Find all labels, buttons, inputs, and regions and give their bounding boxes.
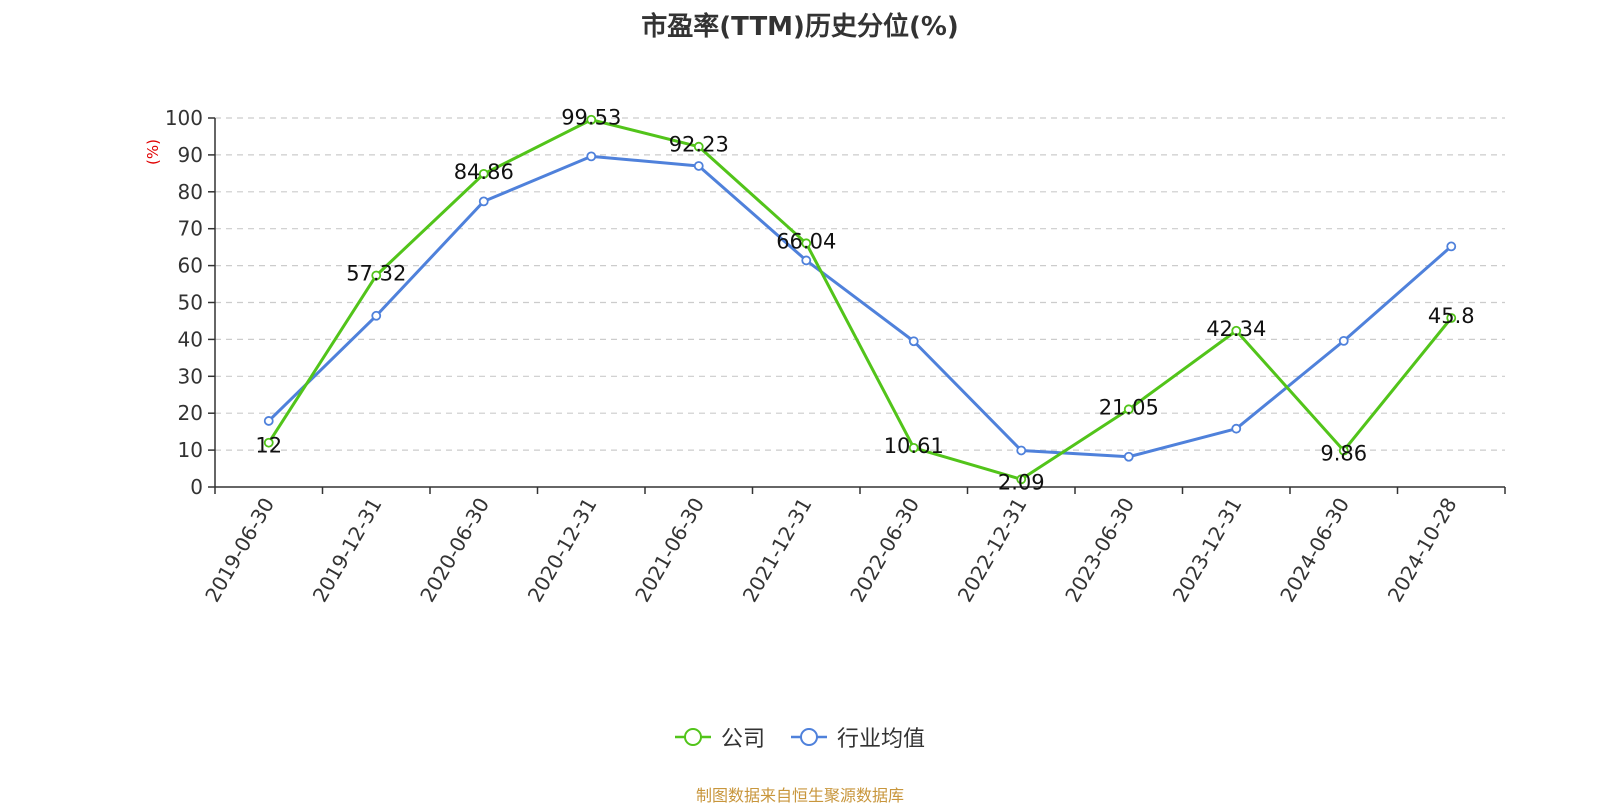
series-point-0	[371, 270, 382, 281]
series-point-1	[1123, 451, 1134, 462]
y-tick-label: 70	[178, 217, 203, 241]
series-point-1	[693, 161, 704, 171]
x-tick-label: 2019-12-31	[308, 494, 387, 607]
source-note: 制图数据来自恒生聚源数据库	[695, 786, 904, 805]
data-label: 42.34	[1206, 317, 1266, 341]
y-tick-label: 0	[190, 475, 203, 499]
chart-title: 市盈率(TTM)历史分位(%)	[641, 12, 959, 42]
legend-marker-company-icon	[674, 728, 711, 746]
series-point-1	[1338, 335, 1349, 346]
x-tick-label: 2023-06-30	[1060, 494, 1139, 607]
y-tick-label: 90	[178, 143, 203, 167]
series-point-0	[1123, 404, 1134, 415]
y-tick-label: 40	[178, 327, 203, 351]
grid-lines	[215, 117, 1505, 451]
legend-marker-industry-icon	[791, 728, 827, 746]
legend-item-company[interactable]: 公司	[674, 721, 765, 753]
x-axis: 2019-06-30 2019-12-31 2020-06-30 2020-12-31…	[200, 486, 1506, 607]
series-point-0	[693, 141, 704, 152]
y-axis-label: (%)	[144, 139, 162, 165]
series-point-1	[1231, 423, 1242, 434]
y-tick-label: 10	[178, 438, 203, 462]
data-label: 57.32	[346, 261, 406, 285]
y-axis: 0 10 20 30 40 50 60 70 80 90 100(%)	[144, 106, 216, 499]
data-label: 12	[255, 434, 282, 458]
series-point-1	[1446, 241, 1457, 252]
y-tick-label: 50	[178, 291, 203, 315]
series-line-0	[267, 118, 1453, 481]
data-labels: 12 57.32 84.86 99.53 92.23 66.04 10.61 2.09 21.0…	[255, 106, 1474, 495]
series-point-0	[263, 437, 274, 448]
series-point-1	[908, 336, 919, 347]
series-point-0	[478, 168, 489, 179]
data-label: 92.23	[669, 133, 729, 157]
x-tick-label: 2022-12-31	[953, 494, 1032, 607]
series-point-0	[1016, 474, 1027, 485]
legend: 公司 行业均值	[0, 722, 1600, 752]
data-label: 10.61	[884, 434, 944, 458]
series-point-0	[801, 238, 812, 249]
y-tick-label: 30	[178, 364, 203, 388]
series-group	[263, 114, 1457, 485]
data-label: 2.09	[998, 470, 1045, 494]
series-point-0	[586, 114, 597, 125]
data-label: 66.04	[776, 229, 836, 253]
series-point-1	[801, 255, 812, 266]
data-label: 9.86	[1320, 442, 1367, 466]
x-tick-label: 2019-06-30	[200, 494, 279, 607]
series-point-0	[1446, 313, 1457, 323]
x-tick-label: 2020-12-31	[523, 494, 602, 607]
data-label: 99.53	[561, 106, 621, 130]
x-tick-label: 2020-06-30	[415, 494, 494, 607]
series-point-0	[1231, 325, 1242, 336]
data-label: 21.05	[1099, 395, 1159, 419]
legend-label-company: 公司	[720, 727, 765, 752]
series-point-1	[263, 416, 274, 426]
data-label: 84.86	[454, 160, 514, 184]
y-tick-label: 80	[178, 180, 203, 204]
legend-item-industry[interactable]: 行业均值	[791, 721, 925, 753]
x-tick-label: 2024-06-30	[1275, 494, 1354, 607]
series-point-0	[908, 442, 919, 453]
y-tick-label: 20	[178, 401, 203, 425]
legend-label-industry: 行业均值	[837, 727, 926, 752]
data-label: 45.8	[1428, 304, 1475, 328]
series-point-0	[1338, 445, 1349, 456]
x-tick-label: 2023-12-31	[1168, 494, 1247, 607]
y-tick-label: 100	[165, 106, 203, 130]
x-tick-label: 2021-06-30	[630, 494, 709, 607]
series-point-1	[1016, 445, 1027, 456]
x-tick-label: 2022-06-30	[845, 494, 924, 607]
x-tick-label: 2024-10-28	[1383, 494, 1462, 607]
series-line-1	[267, 154, 1453, 459]
series-point-1	[586, 151, 597, 162]
x-tick-label: 2021-12-31	[738, 494, 817, 607]
series-point-1	[478, 196, 489, 207]
y-tick-label: 60	[178, 254, 203, 278]
series-point-1	[371, 310, 382, 321]
